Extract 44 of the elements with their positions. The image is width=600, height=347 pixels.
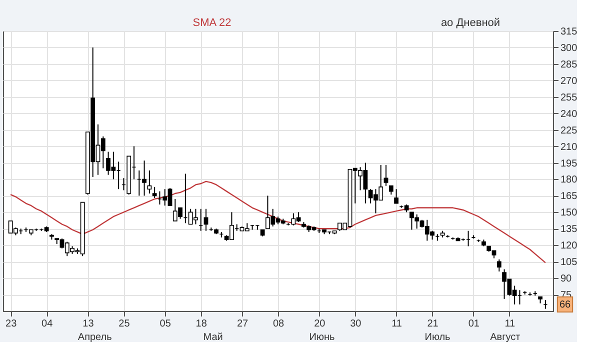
candlestick [152, 186, 157, 198]
y-tick-label: 165 [560, 191, 578, 202]
text: Июль [424, 332, 450, 343]
y-tick-label: 240 [560, 108, 578, 120]
y-tick-label: 150 [560, 208, 578, 219]
chart-title: ао Дневной [440, 17, 500, 29]
x-tick-label: 30 [350, 318, 362, 330]
x-tick-label: 11 [392, 318, 402, 330]
y-tick-label: 195 [560, 158, 578, 170]
y-tick-label: 180 [560, 174, 578, 186]
candlestick [394, 188, 398, 204]
y-tick-label: 315 [560, 26, 578, 38]
text: Июнь [309, 332, 335, 343]
y-tick-label: 300 [560, 42, 578, 54]
x-tick-label: 01 [468, 318, 480, 330]
x-tick-label: 04 [42, 318, 54, 330]
x-tick-label: 13 [82, 318, 94, 330]
x-tick-label: 25 [118, 318, 130, 330]
text: Май [203, 332, 223, 343]
x-tick-label: 23 [6, 318, 18, 330]
x-tick-label: 05 [160, 318, 172, 330]
x-tick-label: 21 [427, 318, 439, 330]
y-tick-label: 270 [560, 76, 578, 87]
x-tick-label: 18 [196, 318, 208, 330]
y-tick-label: 120 [560, 240, 578, 252]
text: 66 [559, 299, 571, 310]
y-tick-label: 90 [560, 274, 572, 285]
y-tick-label: 225 [560, 125, 578, 136]
y-tick-label: 285 [560, 59, 578, 70]
y-tick-label: 210 [560, 142, 578, 153]
x-tick-label: 11 [504, 318, 516, 330]
candlestick [496, 258, 502, 272]
candlestick [147, 170, 152, 194]
x-tick-label: 08 [272, 318, 284, 330]
y-tick-label: 255 [560, 92, 578, 104]
y-tick-label: 105 [560, 257, 578, 268]
candlestick [384, 164, 388, 186]
y-tick-label: 135 [560, 224, 578, 236]
text: SMA 22 [192, 17, 232, 29]
line-series [10, 180, 546, 264]
x-tick-label: 20 [314, 318, 326, 330]
text: Апрель [78, 332, 112, 343]
text: Август [490, 332, 521, 343]
x-tick-label: 27 [236, 318, 248, 330]
